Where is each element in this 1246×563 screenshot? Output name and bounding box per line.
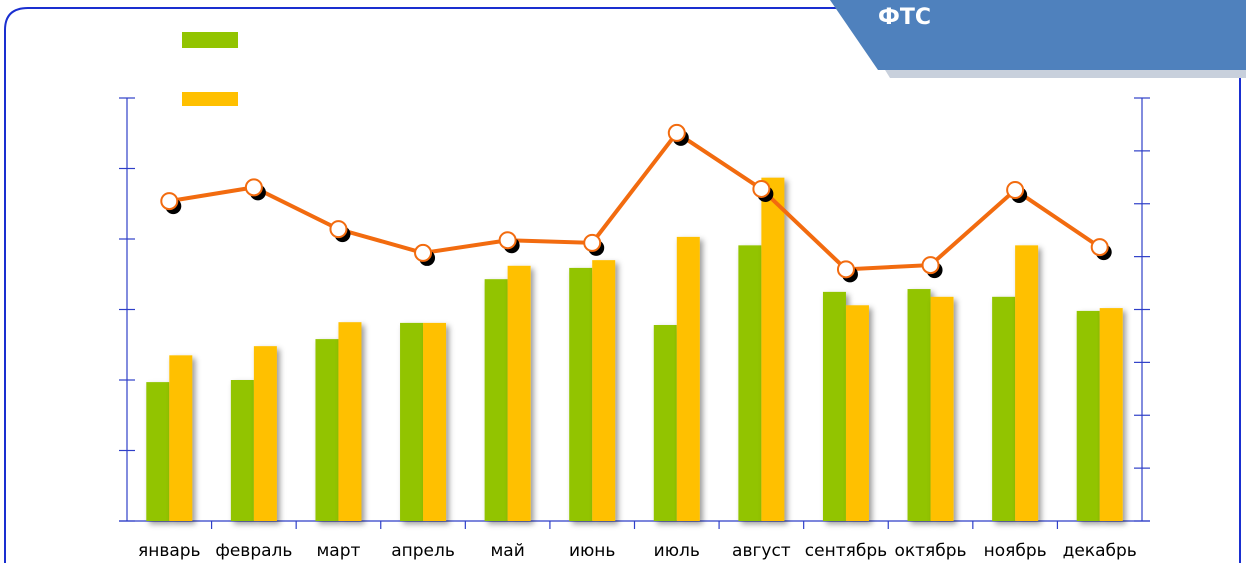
marker [836, 260, 855, 279]
bar [1015, 245, 1039, 521]
bar [761, 177, 785, 522]
marker [1006, 181, 1025, 200]
line [168, 130, 1101, 272]
bar [907, 289, 931, 521]
bar [592, 260, 616, 521]
marker [583, 233, 602, 252]
x-tick-label: июнь [569, 541, 616, 561]
x-tick-label: февраль [215, 541, 292, 561]
marker [1090, 238, 1109, 257]
marker [160, 192, 179, 211]
bar [315, 339, 339, 521]
marker [921, 256, 940, 275]
x-tick-label: июль [654, 541, 700, 561]
tab [830, 0, 1246, 70]
marker [667, 123, 686, 142]
bar [1099, 308, 1123, 521]
bar [930, 296, 954, 521]
x-tick-label: май [490, 541, 524, 561]
bar [1076, 310, 1100, 521]
bar [845, 305, 869, 521]
bar [484, 279, 508, 521]
marker [329, 220, 348, 239]
marker [244, 178, 263, 197]
x-tick-label: январь [138, 541, 201, 561]
x-tick-label: октябрь [894, 541, 966, 561]
legend-swatch [182, 32, 238, 48]
bar [169, 355, 193, 521]
bar [338, 322, 362, 521]
x-tick-label: сентябрь [805, 541, 887, 561]
legend-swatch [182, 92, 238, 106]
x-tick-label: апрель [391, 541, 455, 561]
x-tick-label: март [316, 541, 360, 561]
bar [423, 322, 447, 521]
bar [738, 245, 762, 521]
x-tick-label: август [732, 541, 791, 561]
marker [498, 231, 517, 250]
bar [992, 296, 1016, 521]
marker [752, 179, 771, 198]
bar [507, 265, 531, 521]
bar [822, 291, 846, 521]
bar [676, 236, 700, 521]
title: ФТС [878, 5, 931, 30]
bar [569, 267, 593, 521]
bar [230, 380, 254, 521]
marker [414, 243, 433, 262]
x-tick-label: декабрь [1063, 541, 1137, 561]
bar [400, 322, 424, 521]
x-tick-label: ноябрь [984, 541, 1047, 561]
bar [253, 346, 277, 521]
bar [146, 382, 170, 521]
bar [653, 325, 677, 521]
